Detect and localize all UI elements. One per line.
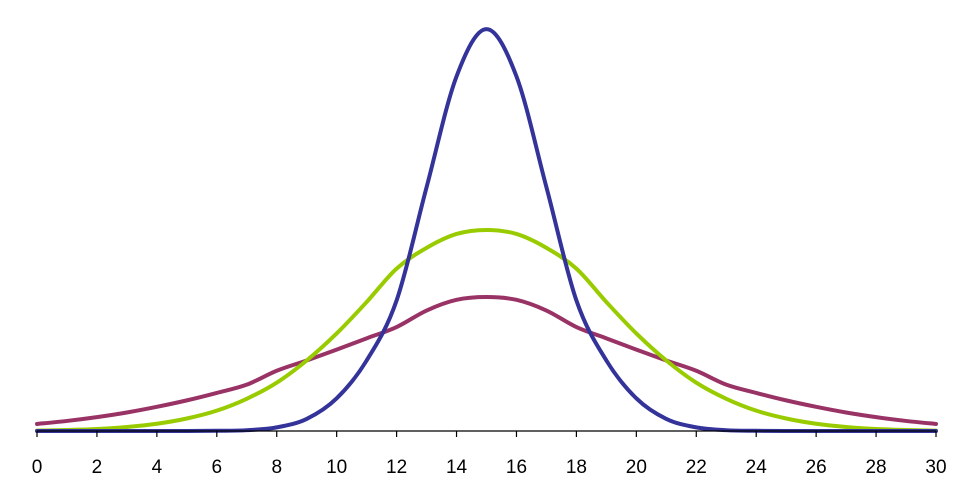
x-tick-label: 10 (326, 457, 347, 478)
series-layer (35, 27, 938, 434)
x-tick-label: 12 (386, 457, 407, 478)
x-tick-label: 26 (806, 457, 827, 478)
x-tick-label: 4 (152, 457, 163, 478)
x-tick-label: 6 (212, 457, 223, 478)
x-tick-label: 14 (446, 457, 468, 478)
series-line-3 (35, 295, 938, 426)
x-tick-label: 8 (271, 457, 282, 478)
x-tick-label: 20 (626, 457, 647, 478)
x-tick-label: 30 (925, 457, 946, 478)
x-tick-label: 22 (686, 457, 707, 478)
x-tick-label: 0 (32, 457, 43, 478)
series-line-2 (35, 227, 938, 433)
x-tick-label: 28 (865, 457, 886, 478)
x-tick-label: 2 (92, 457, 103, 478)
x-axis-ticks: 0 2 4 6 8 10 12 14 16 18 20 22 24 26 28 30 (32, 431, 947, 478)
x-tick-label: 18 (566, 457, 587, 478)
x-tick-label: 16 (506, 457, 527, 478)
x-tick-label: 24 (746, 457, 768, 478)
